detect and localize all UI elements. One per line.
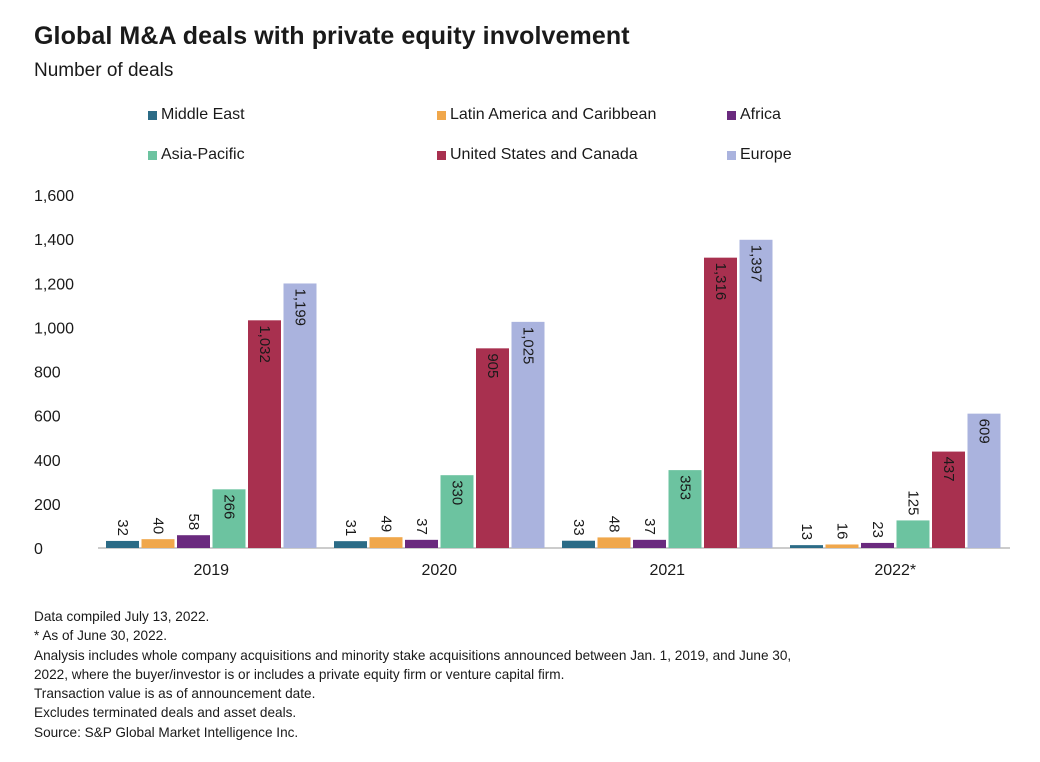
bar-europe-2021 <box>739 239 773 549</box>
bar-latin-america-and-caribbean-2019 <box>141 539 175 548</box>
legend-label: Asia-Pacific <box>161 146 245 163</box>
footnote-line: Data compiled July 13, 2022. <box>34 609 210 624</box>
bar-asia-pacific-2020 <box>440 475 474 548</box>
bar-africa-2020 <box>405 539 438 548</box>
y-tick-label: 600 <box>34 409 61 426</box>
legend-item-middle-east: Middle East <box>148 106 245 124</box>
legend-item-latin-america: Latin America and Caribbean <box>437 106 656 124</box>
y-tick-label: 0 <box>34 541 43 558</box>
legend-item-asia-pacific: Asia-Pacific <box>148 146 245 164</box>
y-tick-label: 1,200 <box>34 276 74 293</box>
legend-label: United States and Canada <box>450 146 638 163</box>
y-tick-label: 1,400 <box>34 232 74 249</box>
bar-africa-2021 <box>633 539 666 548</box>
footnotes: Data compiled July 13, 2022. * As of Jun… <box>34 607 791 742</box>
bar-value-label: 33 <box>570 519 587 536</box>
legend-swatch <box>148 150 157 160</box>
bar-value-label: 32 <box>114 519 131 536</box>
bar-value-label: 37 <box>413 518 430 535</box>
bar-middle-east-2022 <box>790 545 823 548</box>
footnote-line: * As of June 30, 2022. <box>34 628 168 644</box>
legend-swatch <box>727 150 736 160</box>
legend-item-africa: Africa <box>727 106 781 124</box>
bar-latin-america-and-caribbean-2022 <box>825 544 859 548</box>
bar-value-label: 58 <box>185 514 202 531</box>
legend-item-europe: Europe <box>727 146 792 164</box>
bar-value-label: 609 <box>976 419 993 444</box>
bar-value-label: 125 <box>905 490 922 515</box>
bar-value-label: 13 <box>798 523 815 540</box>
bar-value-label: 37 <box>641 518 658 535</box>
bar-value-label: 330 <box>449 480 466 505</box>
bar-value-label: 1,397 <box>748 245 765 283</box>
footnote-line: Transaction value is as of announcement … <box>34 686 316 702</box>
bar-value-label: 353 <box>677 475 694 500</box>
bar-middle-east-2020 <box>334 541 367 548</box>
footnote-line: 2022, where the buyer/investor is or inc… <box>34 666 565 682</box>
bar-europe-2019 <box>283 283 317 548</box>
x-tick-label: 2019 <box>193 562 229 579</box>
legend-label: Africa <box>740 106 781 123</box>
bar-europe-2022 <box>967 413 1001 548</box>
bar-value-label: 40 <box>150 517 167 534</box>
bar-middle-east-2019 <box>106 540 139 548</box>
legend-swatch <box>437 110 446 120</box>
bar-value-label: 49 <box>378 516 395 533</box>
chart-title: Global M&A deals with private equity inv… <box>34 22 630 50</box>
bar-value-label: 1,032 <box>256 325 273 363</box>
y-tick-label: 800 <box>34 365 61 382</box>
bar-value-label: 16 <box>834 523 851 540</box>
x-tick-label: 2022* <box>874 562 916 579</box>
bar-value-label: 905 <box>484 353 501 378</box>
legend-label: Europe <box>740 146 792 163</box>
bar-value-label: 48 <box>606 516 623 533</box>
legend-item-us-canada: United States and Canada <box>437 146 638 164</box>
bar-europe-2020 <box>511 321 545 548</box>
bar-africa-2022 <box>861 542 894 548</box>
y-tick-label: 400 <box>34 453 61 470</box>
bar-united-states-and-canada-2021 <box>704 257 737 548</box>
bar-united-states-and-canada-2019 <box>248 320 281 548</box>
legend-swatch <box>148 110 157 120</box>
legend-label: Middle East <box>161 106 245 123</box>
bar-value-label: 1,316 <box>712 263 729 301</box>
bar-latin-america-and-caribbean-2021 <box>597 537 631 548</box>
bar-asia-pacific-2019 <box>212 489 246 548</box>
bar-value-label: 1,199 <box>292 288 309 326</box>
footnote-line: Analysis includes whole company acquisit… <box>34 647 792 663</box>
bar-united-states-and-canada-2022 <box>932 451 965 548</box>
bar-africa-2019 <box>177 535 210 548</box>
footnote-line: Source: S&P Global Market Intelligence I… <box>34 724 299 740</box>
y-tick-label: 1,600 <box>34 188 74 205</box>
bar-asia-pacific-2021 <box>668 470 702 548</box>
legend-swatch <box>727 110 736 120</box>
legend-label: Latin America and Caribbean <box>450 106 657 123</box>
footnote-line: Excludes terminated deals and asset deal… <box>34 705 297 721</box>
bar-value-label: 266 <box>221 494 238 519</box>
bar-asia-pacific-2022 <box>896 520 930 548</box>
chart-subtitle: Number of deals <box>34 60 174 81</box>
x-tick-label: 2021 <box>649 562 685 579</box>
y-tick-label: 1,000 <box>34 320 74 337</box>
legend-swatch <box>437 150 446 160</box>
x-tick-label: 2020 <box>421 562 457 579</box>
bar-united-states-and-canada-2020 <box>476 348 509 548</box>
y-tick-label: 200 <box>34 497 61 514</box>
bar-value-label: 31 <box>342 519 359 536</box>
bar-value-label: 437 <box>940 457 957 482</box>
bar-chart: 0 200 400 600 800 1,000 1,200 1,400 1,600 32 40 58 2… <box>34 188 1010 579</box>
bar-middle-east-2021 <box>562 540 595 548</box>
bar-latin-america-and-caribbean-2020 <box>369 537 403 548</box>
bar-value-label: 23 <box>869 521 886 538</box>
bar-value-label: 1,025 <box>520 327 537 365</box>
